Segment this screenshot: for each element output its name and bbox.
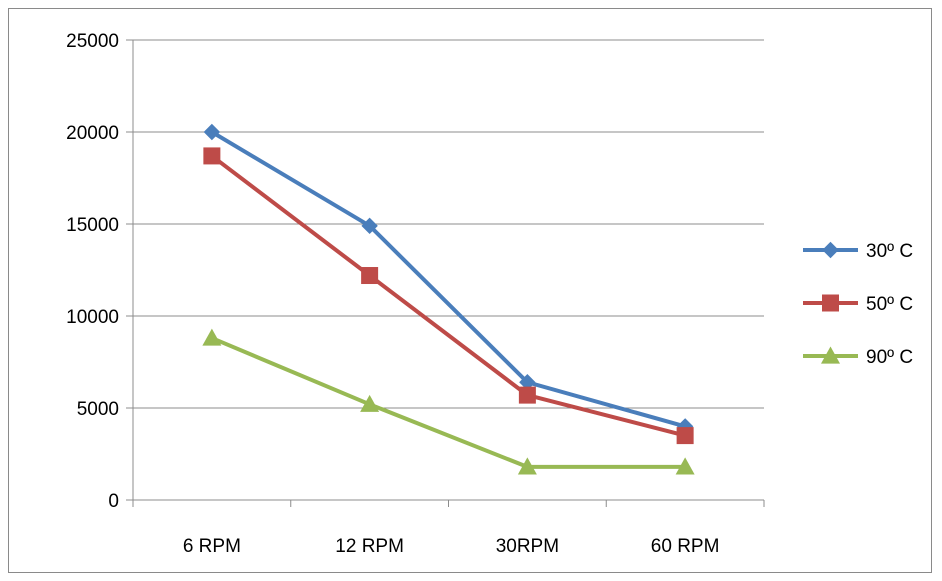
x-tick-label: 12 RPM (335, 536, 404, 557)
series-line (211, 336, 686, 469)
data-point (203, 147, 221, 165)
data-point (360, 394, 380, 412)
data-point (203, 123, 221, 141)
y-tick-labels: 0 5000 10000 15000 20000 25000 (66, 31, 119, 512)
data-point (202, 328, 222, 346)
series-2 (203, 147, 694, 445)
legend-label: 30º C (866, 241, 913, 262)
series-3 (202, 328, 695, 475)
legend-marker (822, 241, 839, 259)
legend-marker (821, 346, 840, 364)
series-line (210, 154, 686, 438)
legend-item: 50º C (803, 294, 913, 315)
data-point (675, 457, 695, 475)
legend-marker (822, 294, 839, 312)
legend-item: 30º C (803, 241, 913, 262)
y-tick-label: 5000 (77, 399, 119, 420)
series-line (210, 130, 686, 429)
series-1 (203, 123, 694, 435)
data-point (361, 217, 378, 235)
y-tick-label: 10000 (66, 307, 119, 328)
y-tick-label: 25000 (66, 31, 119, 52)
legend: 30º C 50º C 90º C (803, 241, 913, 368)
axes (126, 39, 765, 507)
y-tick-label: 15000 (66, 215, 119, 236)
legend-label: 90º C (866, 347, 913, 368)
data-point (676, 427, 694, 445)
y-tick-label: 20000 (66, 123, 119, 144)
data-point (518, 386, 536, 404)
x-tick-label: 60 RPM (651, 536, 720, 557)
legend-label: 50º C (866, 294, 913, 315)
legend-item: 90º C (803, 346, 913, 368)
grid-lines (133, 39, 764, 409)
x-tick-labels: 6 RPM 12 RPM 30RPM 60 RPM (183, 536, 720, 557)
x-tick-label: 30RPM (496, 536, 559, 557)
x-tick-label: 6 RPM (183, 536, 241, 557)
data-point (517, 457, 537, 475)
y-tick-label: 0 (108, 491, 119, 512)
series-group (202, 123, 695, 475)
chart-frame (8, 8, 932, 573)
data-point (361, 267, 379, 285)
